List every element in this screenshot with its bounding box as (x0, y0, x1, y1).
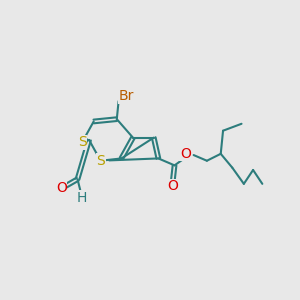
Text: O: O (180, 147, 191, 161)
Text: S: S (96, 154, 105, 168)
Text: S: S (78, 135, 86, 149)
Text: Br: Br (119, 89, 134, 103)
Text: O: O (167, 179, 178, 193)
Text: O: O (56, 182, 67, 196)
Text: H: H (77, 191, 87, 205)
